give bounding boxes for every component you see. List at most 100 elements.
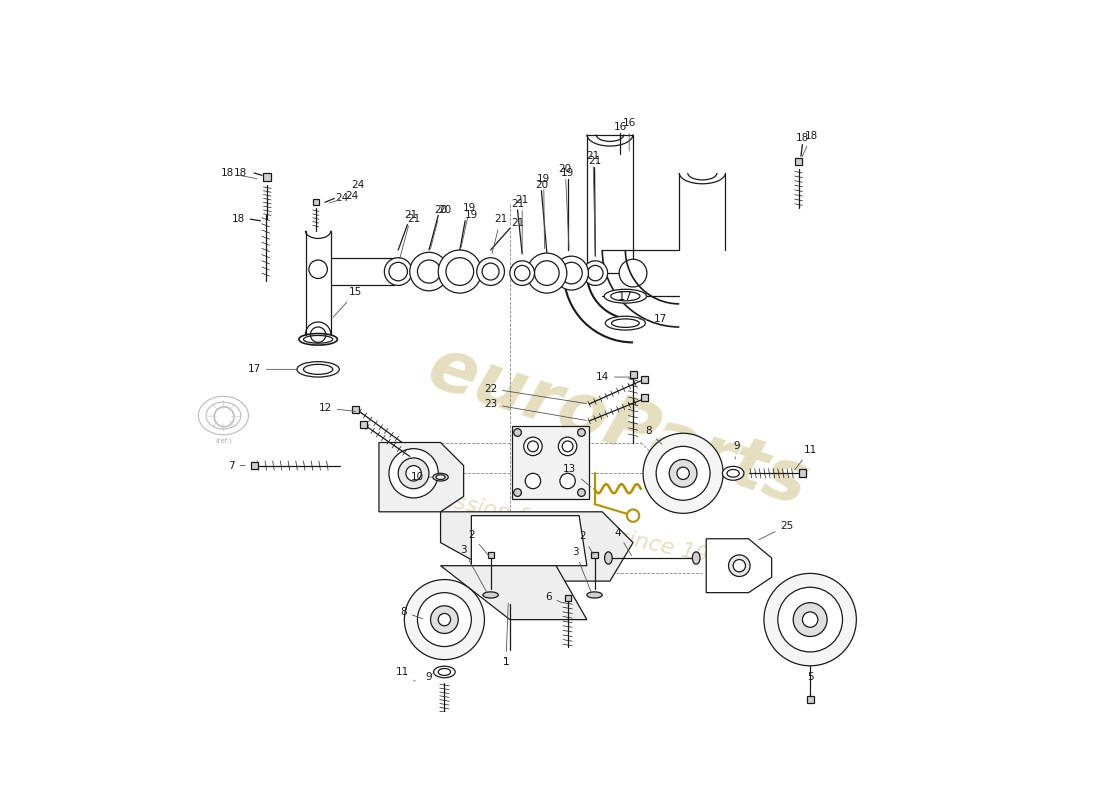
Text: 2: 2: [580, 531, 593, 554]
Text: 21: 21: [407, 214, 420, 224]
Circle shape: [676, 467, 690, 479]
Text: 21: 21: [516, 195, 529, 253]
Circle shape: [763, 574, 856, 666]
Polygon shape: [440, 512, 634, 581]
Text: 11: 11: [395, 667, 415, 681]
Text: 3: 3: [460, 546, 487, 593]
Ellipse shape: [438, 669, 451, 675]
Circle shape: [587, 266, 603, 281]
Ellipse shape: [304, 364, 332, 374]
Circle shape: [728, 555, 750, 577]
Circle shape: [526, 474, 541, 489]
Circle shape: [389, 262, 407, 281]
Text: 15: 15: [333, 287, 363, 318]
Text: 18: 18: [232, 214, 245, 224]
Polygon shape: [264, 173, 271, 181]
Circle shape: [802, 612, 818, 627]
Text: 23: 23: [484, 399, 586, 421]
Polygon shape: [799, 470, 806, 477]
Circle shape: [310, 327, 326, 342]
Text: 10: 10: [411, 472, 431, 482]
Polygon shape: [629, 371, 637, 378]
Circle shape: [734, 559, 746, 572]
Text: 24: 24: [336, 194, 349, 203]
Text: 4: 4: [614, 527, 631, 556]
Text: 7: 7: [228, 461, 245, 470]
Polygon shape: [706, 538, 772, 593]
Text: 24: 24: [329, 191, 359, 203]
Circle shape: [405, 579, 484, 660]
Circle shape: [514, 489, 521, 496]
Polygon shape: [564, 595, 571, 601]
Circle shape: [528, 441, 538, 452]
Circle shape: [409, 252, 449, 291]
Polygon shape: [378, 442, 464, 512]
Polygon shape: [352, 406, 360, 413]
Ellipse shape: [610, 291, 640, 301]
Text: 8: 8: [400, 607, 422, 618]
Polygon shape: [487, 552, 494, 558]
Circle shape: [406, 466, 421, 481]
Text: 19: 19: [537, 174, 550, 249]
Text: 13: 13: [563, 465, 591, 487]
Bar: [513, 426, 590, 498]
Polygon shape: [641, 376, 648, 383]
Text: 25: 25: [759, 521, 794, 540]
Circle shape: [476, 258, 505, 286]
Text: 6: 6: [544, 591, 563, 603]
Text: 17: 17: [640, 314, 667, 324]
Circle shape: [524, 437, 542, 455]
Text: euroParts: euroParts: [419, 333, 816, 521]
Circle shape: [389, 449, 438, 498]
Circle shape: [656, 446, 711, 500]
Circle shape: [578, 489, 585, 496]
Ellipse shape: [605, 316, 646, 330]
Text: 11: 11: [795, 445, 817, 470]
Circle shape: [398, 458, 429, 489]
Polygon shape: [592, 552, 597, 558]
Circle shape: [418, 593, 472, 646]
Text: 17: 17: [248, 364, 298, 374]
Polygon shape: [806, 696, 814, 703]
Text: 21: 21: [586, 151, 600, 255]
Circle shape: [619, 259, 647, 287]
Text: 18: 18: [221, 168, 257, 178]
Text: 1: 1: [503, 657, 509, 667]
Circle shape: [438, 250, 482, 293]
Ellipse shape: [483, 592, 498, 598]
Text: 21: 21: [587, 157, 602, 166]
Polygon shape: [472, 516, 587, 566]
Circle shape: [527, 253, 566, 293]
Circle shape: [644, 434, 723, 514]
Ellipse shape: [433, 474, 449, 481]
Text: 21: 21: [492, 214, 507, 254]
Circle shape: [793, 602, 827, 637]
Circle shape: [669, 459, 697, 487]
Circle shape: [430, 606, 459, 634]
Text: 21: 21: [510, 198, 525, 209]
Text: 20: 20: [438, 205, 451, 215]
Circle shape: [446, 258, 474, 286]
Circle shape: [561, 262, 582, 284]
Ellipse shape: [433, 666, 455, 678]
Text: 20: 20: [535, 179, 548, 190]
Text: 18: 18: [795, 134, 810, 143]
Ellipse shape: [612, 319, 639, 327]
Ellipse shape: [605, 552, 613, 564]
Text: 24: 24: [351, 179, 364, 190]
Ellipse shape: [727, 470, 739, 477]
Polygon shape: [312, 199, 319, 206]
Circle shape: [418, 260, 440, 283]
Text: 16: 16: [623, 118, 636, 151]
Polygon shape: [251, 462, 257, 469]
Ellipse shape: [604, 290, 647, 303]
Polygon shape: [794, 158, 803, 166]
Circle shape: [778, 587, 843, 652]
Circle shape: [559, 437, 576, 455]
Circle shape: [514, 429, 521, 436]
Text: 21: 21: [510, 218, 525, 228]
Text: 19: 19: [461, 202, 476, 247]
Text: 19: 19: [464, 210, 478, 220]
Text: 14: 14: [595, 372, 630, 382]
Text: 3: 3: [572, 547, 591, 592]
